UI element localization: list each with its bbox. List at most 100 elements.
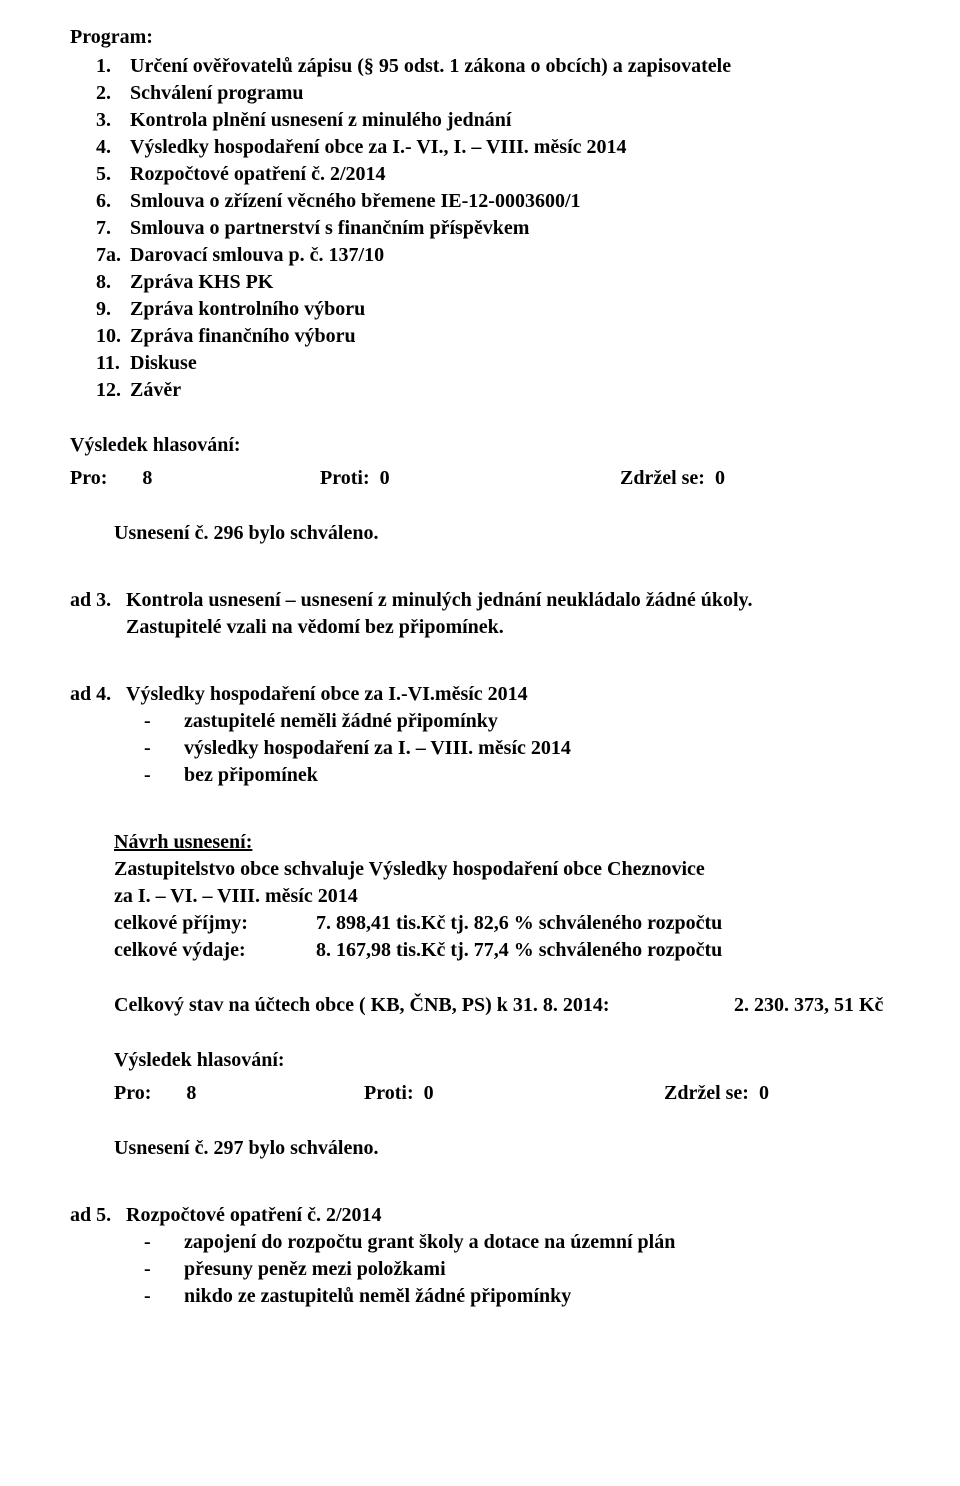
item-text: Určení ověřovatelů zápisu (§ 95 odst. 1 … bbox=[130, 53, 731, 80]
zdrzel-value: 0 bbox=[715, 467, 725, 489]
item-number: 11. bbox=[96, 350, 130, 377]
pro-value: 8 bbox=[186, 1082, 196, 1104]
item-text: zapojení do rozpočtu grant školy a dotac… bbox=[184, 1229, 675, 1256]
item-text: nikdo ze zastupitelů neměl žádné připomí… bbox=[184, 1283, 571, 1310]
zdrzel-value: 0 bbox=[759, 1082, 769, 1104]
zdrzel-label: Zdržel se: bbox=[620, 467, 705, 489]
ad3-line1: Kontrola usnesení – usnesení z minulých … bbox=[126, 587, 890, 614]
item-text: Diskuse bbox=[130, 350, 197, 377]
item-number: 10. bbox=[96, 323, 130, 350]
list-item: 1. Určení ověřovatelů zápisu (§ 95 odst.… bbox=[96, 53, 890, 80]
vote-result-2: Výsledek hlasování: Pro: 8 Proti: 0 Zdrž… bbox=[114, 1047, 890, 1107]
dash-icon: - bbox=[144, 1283, 184, 1310]
list-item: 7a. Darovací smlouva p. č. 137/10 bbox=[96, 242, 890, 269]
income-value: 7. 898,41 tis.Kč tj. 82,6 % schváleného … bbox=[316, 910, 722, 937]
ad3-label: ad 3. bbox=[70, 587, 126, 641]
item-text: Darovací smlouva p. č. 137/10 bbox=[130, 242, 384, 269]
income-row: celkové příjmy: 7. 898,41 tis.Kč tj. 82,… bbox=[114, 910, 890, 937]
item-text: Zpráva finančního výboru bbox=[130, 323, 356, 350]
vote-row: Pro: 8 Proti: 0 Zdržel se: 0 bbox=[114, 1080, 890, 1107]
item-text: bez připomínek bbox=[184, 762, 318, 789]
income-label: celkové příjmy: bbox=[114, 910, 316, 937]
ad4-block: ad 4. Výsledky hospodaření obce za I.-VI… bbox=[70, 681, 890, 708]
item-text: přesuny peněz mezi položkami bbox=[184, 1256, 446, 1283]
proti-label: Proti: bbox=[364, 1082, 414, 1104]
ad5-block: ad 5. Rozpočtové opatření č. 2/2014 bbox=[70, 1202, 890, 1229]
list-item: 12. Závěr bbox=[96, 377, 890, 404]
item-number: 3. bbox=[96, 107, 130, 134]
vote-row: Pro: 8 Proti: 0 Zdržel se: 0 bbox=[70, 465, 890, 492]
vote-pro: Pro: 8 bbox=[114, 1080, 364, 1107]
item-text: zastupitelé neměli žádné připomínky bbox=[184, 708, 498, 735]
vote-proti: Proti: 0 bbox=[364, 1080, 664, 1107]
ad3-line2: Zastupitelé vzali na vědomí bez připomín… bbox=[126, 614, 890, 641]
list-item: 4. Výsledky hospodaření obce za I.- VI.,… bbox=[96, 134, 890, 161]
dash-icon: - bbox=[144, 1229, 184, 1256]
vote-proti: Proti: 0 bbox=[320, 465, 620, 492]
list-item: - zapojení do rozpočtu grant školy a dot… bbox=[144, 1229, 890, 1256]
expense-row: celkové výdaje: 8. 167,98 tis.Kč tj. 77,… bbox=[114, 937, 890, 964]
item-text: Kontrola plnění usnesení z minulého jedn… bbox=[130, 107, 511, 134]
item-number: 7. bbox=[96, 215, 130, 242]
expense-value: 8. 167,98 tis.Kč tj. 77,4 % schváleného … bbox=[316, 937, 722, 964]
list-item: 6. Smlouva o zřízení věcného břemene IE-… bbox=[96, 188, 890, 215]
vote-heading: Výsledek hlasování: bbox=[114, 1047, 890, 1074]
zdrzel-label: Zdržel se: bbox=[664, 1082, 749, 1104]
list-item: 5. Rozpočtové opatření č. 2/2014 bbox=[96, 161, 890, 188]
item-number: 4. bbox=[96, 134, 130, 161]
item-text: Výsledky hospodaření obce za I.- VI., I.… bbox=[130, 134, 627, 161]
list-item: 2. Schválení programu bbox=[96, 80, 890, 107]
proposal-block: Návrh usnesení: Zastupitelstvo obce schv… bbox=[114, 829, 890, 1162]
expense-label: celkové výdaje: bbox=[114, 937, 316, 964]
list-item: - výsledky hospodaření za I. – VIII. měs… bbox=[144, 735, 890, 762]
vote-zdrzel: Zdržel se: 0 bbox=[664, 1080, 890, 1107]
ad5-title: Rozpočtové opatření č. 2/2014 bbox=[126, 1202, 890, 1229]
item-text: Smlouva o zřízení věcného břemene IE-12-… bbox=[130, 188, 581, 215]
proposal-heading: Návrh usnesení: bbox=[114, 829, 890, 856]
ad5-label: ad 5. bbox=[70, 1202, 126, 1229]
ad4-label: ad 4. bbox=[70, 681, 126, 708]
vote-heading: Výsledek hlasování: bbox=[70, 432, 890, 459]
list-item: 7. Smlouva o partnerství s finančním pří… bbox=[96, 215, 890, 242]
item-number: 1. bbox=[96, 53, 130, 80]
item-number: 12. bbox=[96, 377, 130, 404]
ad3-block: ad 3. Kontrola usnesení – usnesení z min… bbox=[70, 587, 890, 641]
ad4-bullets: - zastupitelé neměli žádné připomínky - … bbox=[70, 708, 890, 789]
list-item: 3. Kontrola plnění usnesení z minulého j… bbox=[96, 107, 890, 134]
pro-value: 8 bbox=[142, 467, 152, 489]
item-text: výsledky hospodaření za I. – VIII. měsíc… bbox=[184, 735, 571, 762]
item-text: Zpráva kontrolního výboru bbox=[130, 296, 365, 323]
proti-value: 0 bbox=[424, 1082, 434, 1104]
ad4-title: Výsledky hospodaření obce za I.-VI.měsíc… bbox=[126, 681, 890, 708]
item-text: Schválení programu bbox=[130, 80, 304, 107]
list-item: 10. Zpráva finančního výboru bbox=[96, 323, 890, 350]
vote-pro: Pro: 8 bbox=[70, 465, 320, 492]
dash-icon: - bbox=[144, 762, 184, 789]
proposal-line2: za I. – VI. – VIII. měsíc 2014 bbox=[114, 883, 890, 910]
item-text: Zpráva KHS PK bbox=[130, 269, 273, 296]
dash-icon: - bbox=[144, 1256, 184, 1283]
dash-icon: - bbox=[144, 708, 184, 735]
dash-icon: - bbox=[144, 735, 184, 762]
resolution-297: Usnesení č. 297 bylo schváleno. bbox=[114, 1135, 890, 1162]
list-item: 11. Diskuse bbox=[96, 350, 890, 377]
proti-value: 0 bbox=[380, 467, 390, 489]
pro-label: Pro: bbox=[114, 1082, 151, 1104]
vote-result-1: Výsledek hlasování: Pro: 8 Proti: 0 Zdrž… bbox=[70, 432, 890, 492]
item-number: 2. bbox=[96, 80, 130, 107]
list-item: 9. Zpráva kontrolního výboru bbox=[96, 296, 890, 323]
list-item: 8. Zpráva KHS PK bbox=[96, 269, 890, 296]
list-item: - nikdo ze zastupitelů neměl žádné připo… bbox=[144, 1283, 890, 1310]
item-text: Závěr bbox=[130, 377, 181, 404]
item-number: 9. bbox=[96, 296, 130, 323]
accounts-row: Celkový stav na účtech obce ( KB, ČNB, P… bbox=[114, 992, 890, 1019]
list-item: - bez připomínek bbox=[144, 762, 890, 789]
resolution-296: Usnesení č. 296 bylo schváleno. bbox=[70, 520, 890, 547]
proti-label: Proti: bbox=[320, 467, 370, 489]
item-text: Rozpočtové opatření č. 2/2014 bbox=[130, 161, 386, 188]
accounts-value: 2. 230. 373, 51 Kč bbox=[734, 992, 883, 1019]
pro-label: Pro: bbox=[70, 467, 107, 489]
proposal-line1: Zastupitelstvo obce schvaluje Výsledky h… bbox=[114, 856, 890, 883]
item-number: 8. bbox=[96, 269, 130, 296]
accounts-label: Celkový stav na účtech obce ( KB, ČNB, P… bbox=[114, 992, 734, 1019]
